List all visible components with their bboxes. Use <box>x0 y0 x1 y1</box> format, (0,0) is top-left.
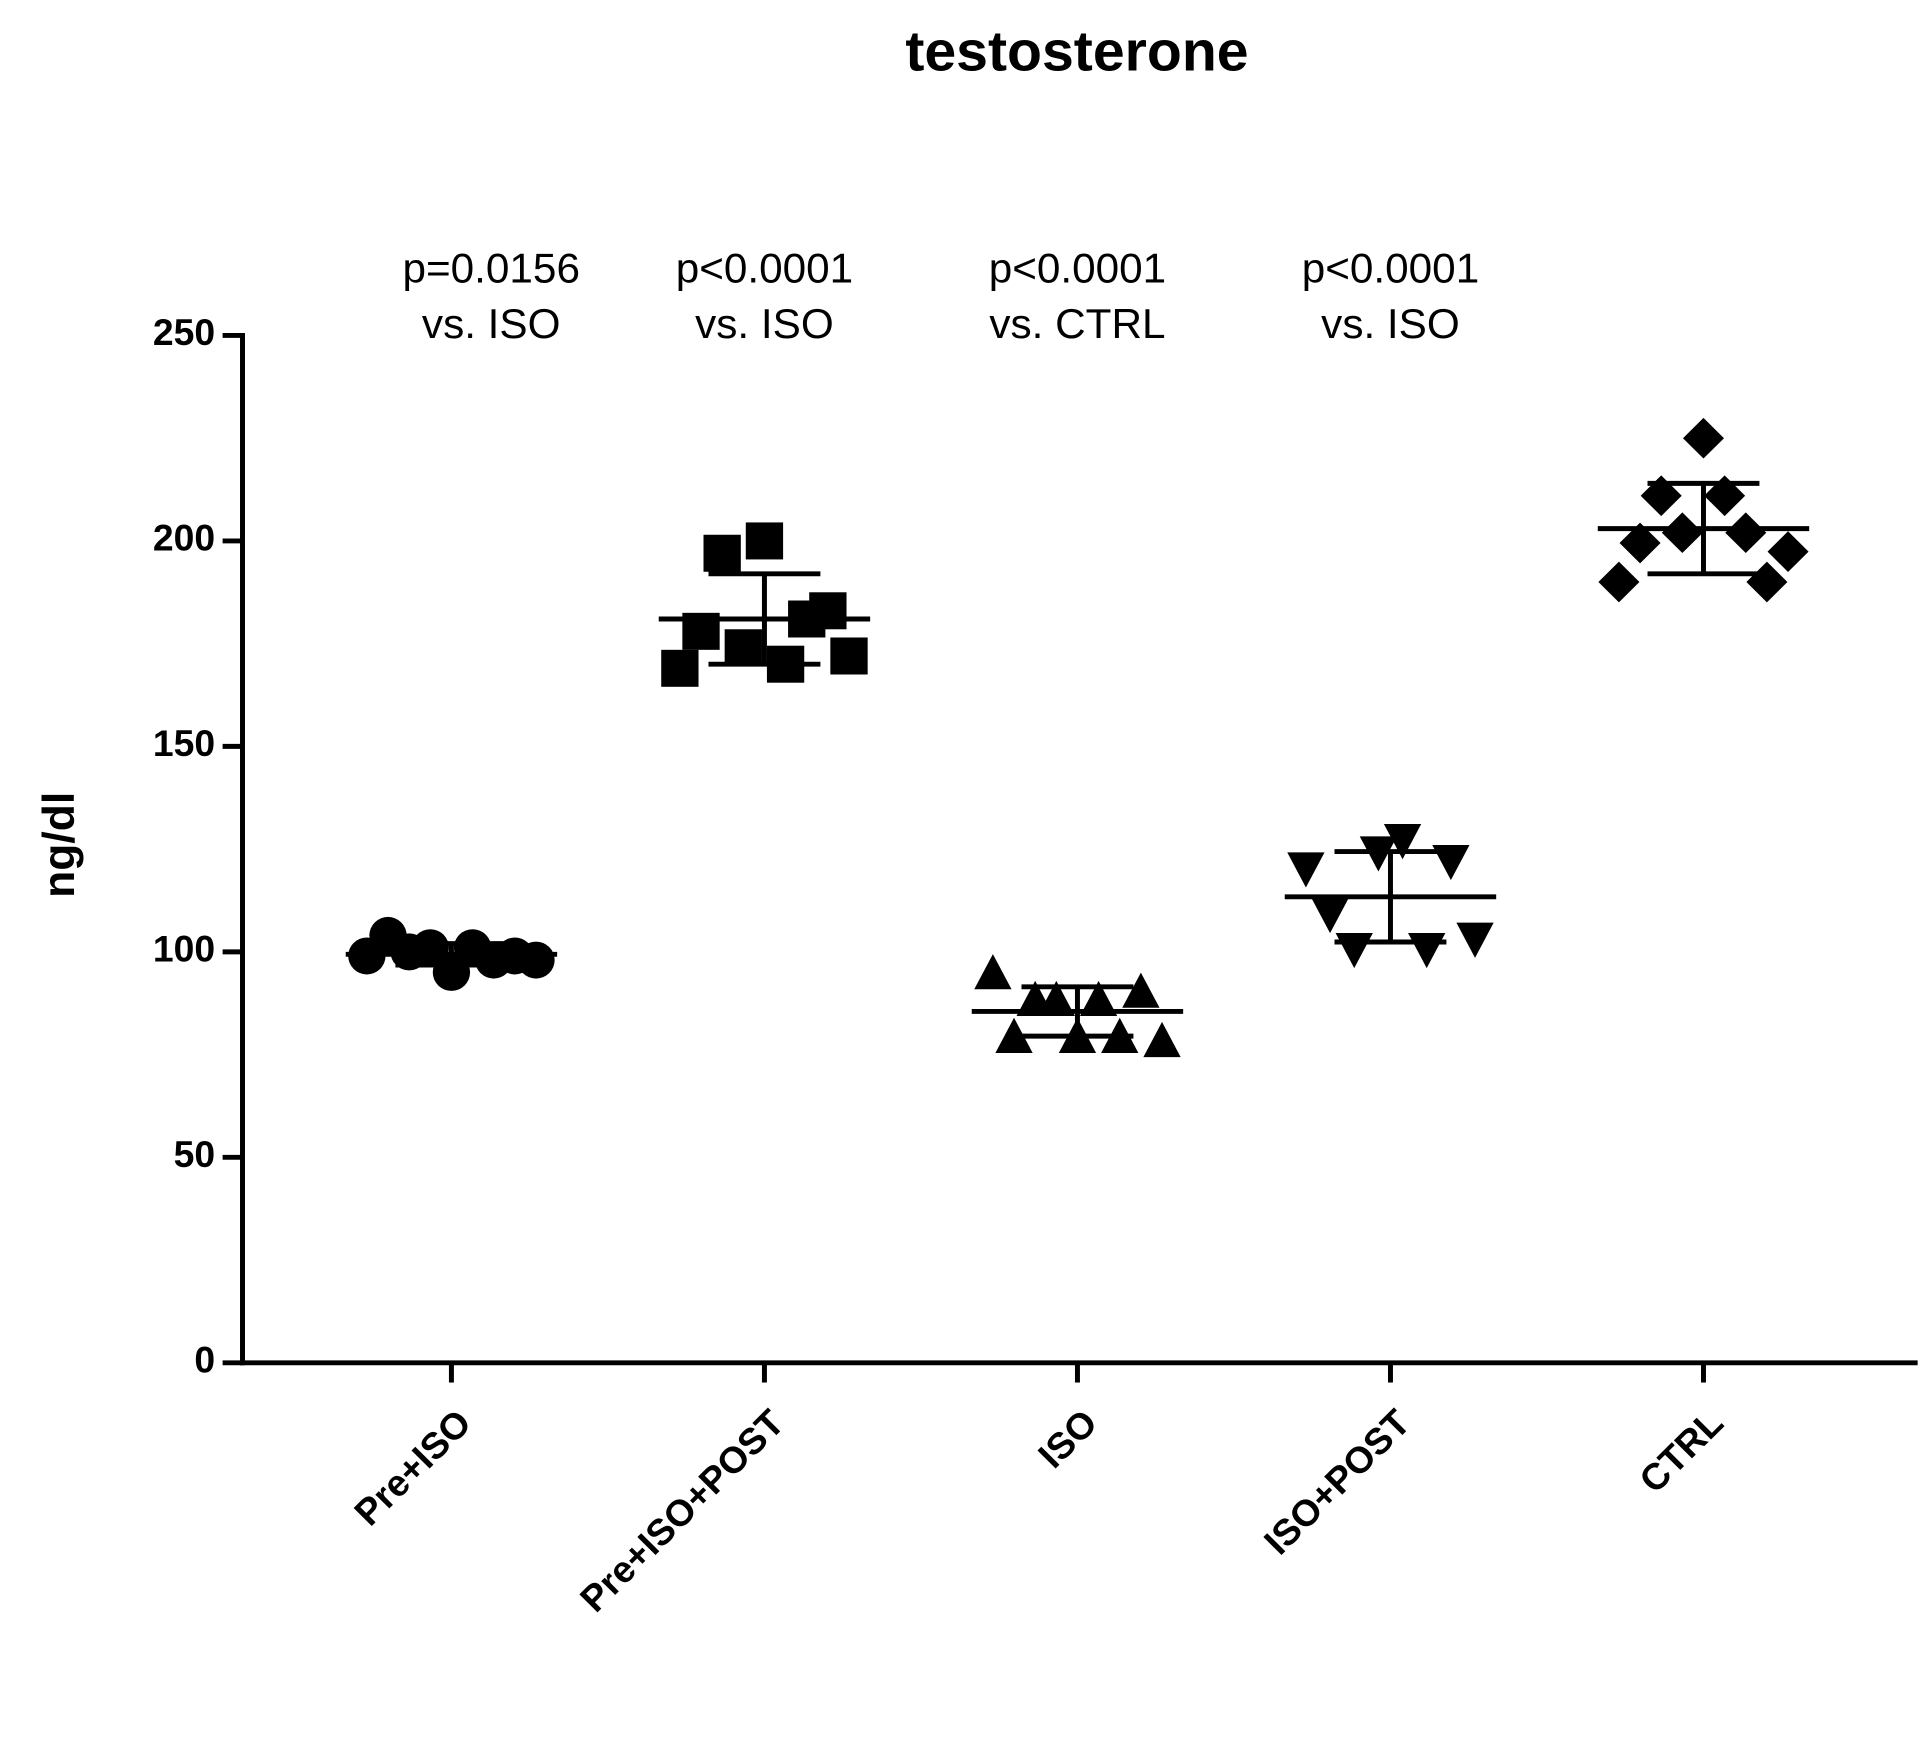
data-point <box>1408 932 1446 969</box>
annotation: p<0.0001 <box>989 245 1166 292</box>
y-tick-label: 200 <box>153 517 215 559</box>
data-point <box>1456 922 1494 958</box>
annotation: p<0.0001 <box>1302 245 1479 292</box>
data-point <box>1661 512 1703 554</box>
data-point <box>809 592 847 630</box>
y-tick-label: 50 <box>174 1133 215 1175</box>
data-point <box>703 534 741 572</box>
x-tick-label: ISO+POST <box>1256 1401 1419 1562</box>
data-point <box>1311 898 1349 934</box>
y-tick-label: 250 <box>153 311 215 353</box>
data-point <box>1619 522 1661 564</box>
data-point <box>411 929 449 967</box>
data-point <box>974 954 1012 990</box>
annotation: p<0.0001 <box>676 245 853 292</box>
x-tick-label: Pre+ISO+POST <box>572 1401 793 1620</box>
x-tick-label: CTRL <box>1631 1401 1731 1500</box>
data-point <box>1598 561 1640 603</box>
data-point <box>1287 852 1325 888</box>
data-point <box>1037 980 1075 1016</box>
chart-title: testosterone <box>905 20 1248 84</box>
data-point <box>1143 1021 1181 1058</box>
data-point <box>830 637 868 675</box>
annotation: vs. ISO <box>695 300 834 347</box>
data-point <box>745 522 784 560</box>
y-tick-label: 150 <box>153 722 215 764</box>
data-point <box>517 941 555 979</box>
annotation: vs. CTRL <box>989 300 1165 347</box>
data-point <box>1725 512 1767 554</box>
y-tick-label: 0 <box>194 1339 215 1381</box>
x-tick-label: Pre+ISO <box>346 1401 479 1533</box>
data-point <box>724 629 762 667</box>
data-point <box>1079 980 1118 1016</box>
plot: testosterone ng/dl 0 50 100 150 200 250 Pre+IS… <box>35 20 1918 1620</box>
data-point <box>1383 824 1422 860</box>
data-point <box>995 1017 1033 1053</box>
y-tick-label: 100 <box>153 928 215 970</box>
data-point <box>1746 561 1788 603</box>
data-point <box>1335 932 1373 969</box>
data-point <box>1682 417 1725 459</box>
data-point <box>1767 531 1809 572</box>
data-point <box>1122 972 1160 1008</box>
y-axis-label: ng/dl <box>35 792 84 898</box>
annotation: vs. ISO <box>1321 300 1460 347</box>
data-point <box>661 649 699 687</box>
annotation: p=0.0156 <box>402 245 579 292</box>
annotation: vs. ISO <box>422 300 561 347</box>
x-tick-label: ISO <box>1030 1401 1105 1476</box>
